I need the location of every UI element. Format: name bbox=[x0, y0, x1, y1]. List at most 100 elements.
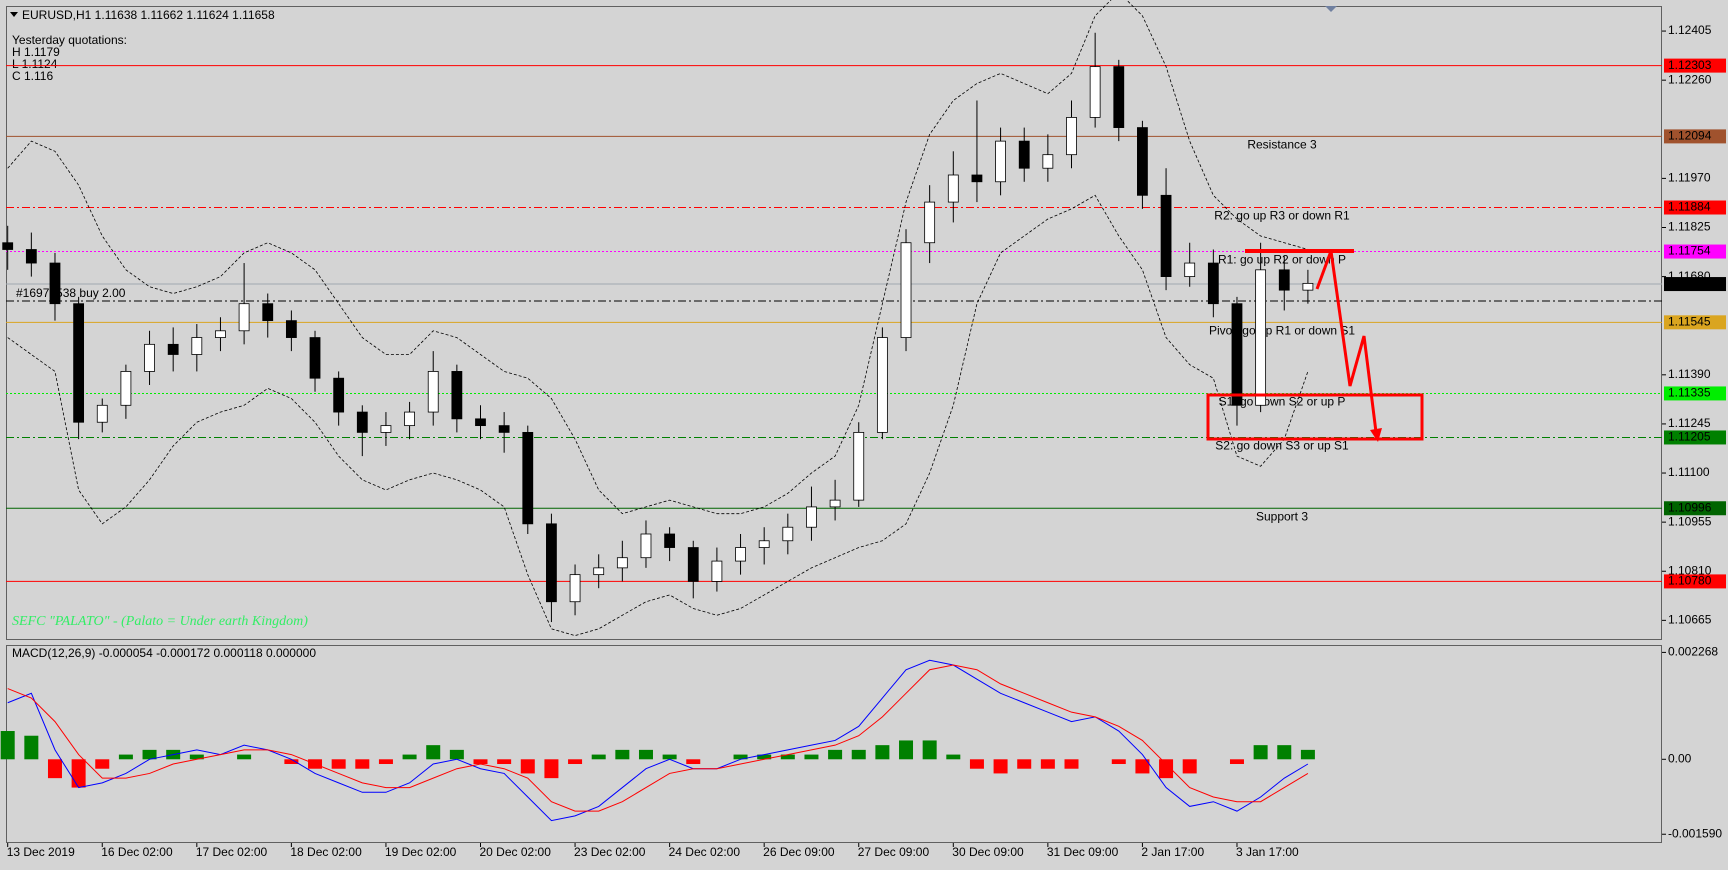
candle-body bbox=[498, 425, 510, 433]
y-tick-label: 1.11970 bbox=[1668, 171, 1711, 185]
candle-body bbox=[569, 574, 581, 603]
histogram-bar bbox=[1017, 759, 1032, 769]
y-tick-label: 1.12260 bbox=[1668, 72, 1712, 86]
histogram-bar bbox=[804, 754, 819, 760]
candle-body bbox=[687, 547, 699, 582]
candle-body bbox=[25, 249, 37, 264]
y-tick-label: 1.12405 bbox=[1668, 23, 1712, 37]
histogram-bar bbox=[969, 759, 984, 769]
candle-body bbox=[475, 418, 486, 427]
histogram-bar bbox=[402, 754, 417, 760]
candle-body bbox=[829, 499, 841, 508]
axis: 1.124051.122601.119701.118251.116801.113… bbox=[7, 23, 1726, 859]
x-tick-label: 27 Dec 09:00 bbox=[858, 845, 930, 859]
x-tick-label: 26 Dec 09:00 bbox=[763, 845, 835, 859]
candle-body bbox=[616, 557, 628, 569]
arrow-head bbox=[1370, 428, 1382, 442]
price-box-label: 1.11205 bbox=[1668, 430, 1711, 444]
price-box bbox=[1664, 501, 1726, 516]
candle-body bbox=[238, 303, 250, 332]
candle-body bbox=[1207, 262, 1219, 305]
histogram-bar bbox=[47, 759, 62, 779]
price-box bbox=[1664, 58, 1726, 73]
y-tick-label: 1.10955 bbox=[1668, 514, 1712, 528]
histogram-bar bbox=[1253, 745, 1268, 760]
x-tick-label: 20 Dec 02:00 bbox=[480, 845, 552, 859]
bollinger-band bbox=[7, 194, 1309, 637]
histogram-bar bbox=[1159, 759, 1174, 779]
histogram-bar bbox=[24, 735, 39, 760]
histogram-bar bbox=[142, 749, 157, 760]
histogram-bar bbox=[993, 759, 1008, 774]
price-box bbox=[1664, 386, 1726, 401]
candle-body bbox=[782, 526, 794, 542]
x-tick-label: 18 Dec 02:00 bbox=[290, 845, 362, 859]
target-box bbox=[1206, 393, 1424, 441]
y-tick-label: 1.10665 bbox=[1668, 613, 1712, 627]
candle-body bbox=[1018, 140, 1030, 169]
histogram-bar bbox=[237, 754, 252, 760]
y-tick-label: 1.11825 bbox=[1668, 220, 1711, 234]
candle-body bbox=[167, 343, 179, 355]
candle-body bbox=[640, 533, 652, 559]
candle-body bbox=[215, 330, 226, 338]
histogram-bar bbox=[662, 754, 677, 760]
histogram-bar bbox=[0, 731, 15, 760]
histogram-bar bbox=[851, 749, 866, 760]
price-box bbox=[1664, 244, 1726, 259]
candle-body bbox=[333, 377, 345, 413]
candle-body bbox=[451, 371, 463, 420]
histogram-bar bbox=[331, 759, 346, 769]
price-box bbox=[1664, 574, 1726, 589]
annotation bbox=[1206, 249, 1424, 442]
watermark: SEFC "PALATO" - (Palato = Under earth Ki… bbox=[12, 614, 308, 629]
price-box bbox=[1664, 315, 1726, 330]
histogram-bar bbox=[449, 749, 464, 760]
candle-body bbox=[120, 371, 132, 406]
levels: Resistance 3 R2: go up R3 or down R1 R1: g… bbox=[6, 65, 1662, 582]
candle-body bbox=[735, 547, 746, 562]
histogram-bar bbox=[568, 759, 583, 765]
histogram-bar bbox=[922, 740, 937, 760]
candle-body bbox=[1302, 282, 1314, 291]
plot bbox=[0, 0, 1315, 822]
histogram-bar bbox=[1182, 759, 1197, 774]
candle-body bbox=[593, 567, 605, 576]
candle-body bbox=[1113, 66, 1125, 128]
histogram-bar bbox=[520, 759, 535, 774]
histogram-bar bbox=[284, 759, 299, 765]
candle-body bbox=[947, 174, 959, 203]
info-line: C 1.116 bbox=[12, 69, 53, 83]
candle-body bbox=[853, 431, 865, 501]
info-line: Yesterday quotations: bbox=[12, 33, 127, 47]
candle-body bbox=[96, 404, 108, 423]
candle-body bbox=[1184, 262, 1196, 278]
price-box-label: 1.12094 bbox=[1668, 129, 1712, 143]
x-tick-label: 19 Dec 02:00 bbox=[385, 845, 457, 859]
candle-body bbox=[309, 337, 321, 379]
candle-body bbox=[924, 201, 936, 244]
order-label: #16979538 buy 2.00 bbox=[16, 286, 126, 300]
histogram-bar bbox=[733, 754, 748, 760]
candle-body bbox=[427, 371, 439, 413]
candle-body bbox=[1278, 269, 1290, 291]
candle-body bbox=[285, 320, 297, 338]
arrow-path bbox=[1315, 250, 1378, 433]
candle-body bbox=[73, 303, 85, 423]
candle-body bbox=[546, 523, 557, 603]
level-label: Support 3 bbox=[1256, 509, 1308, 523]
candle-body bbox=[758, 540, 770, 548]
macd-line bbox=[7, 659, 1309, 822]
histogram-bar bbox=[378, 759, 393, 765]
level-label: S2: go down S3 or up S1 bbox=[1215, 439, 1349, 453]
histogram-bar bbox=[95, 759, 110, 769]
level-label: Pivot: go up R1 or down S1 bbox=[1209, 323, 1355, 337]
price-box bbox=[1664, 277, 1726, 292]
histogram-bar bbox=[946, 754, 961, 760]
y-tick-label: 1.11245 bbox=[1668, 416, 1711, 430]
main-panel bbox=[6, 6, 1662, 640]
macd-line bbox=[7, 664, 1309, 812]
candle-body bbox=[1137, 127, 1148, 196]
info-line: H 1.1179 bbox=[12, 45, 60, 59]
histogram-bar bbox=[1229, 759, 1244, 765]
